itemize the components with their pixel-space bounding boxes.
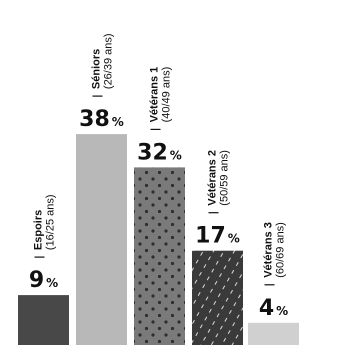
value-label-seniors: 38% [79, 107, 124, 132]
category-label-veterans-1: Vétérans 1 (40/49 ans) [149, 67, 173, 130]
category-name: Vétérans 1 [149, 67, 161, 123]
category-age-range: (60/69 ans) [275, 222, 287, 278]
category-age-range: (40/49 ans) [161, 67, 173, 123]
value-percent-sign: % [276, 304, 288, 318]
value-number: 32 [137, 140, 168, 165]
value-number: 17 [195, 224, 226, 249]
category-name: Séniors [91, 49, 103, 89]
value-label-espoirs: 9% [29, 268, 58, 293]
category-name: Vétérans 3 [263, 222, 275, 278]
bar-veterans-3 [248, 322, 299, 345]
category-age-range: (50/59 ans) [219, 150, 231, 206]
labels-group: 9 % Espoirs (16/25 ans) 38 % Séniors (26/39 ans… [29, 33, 288, 320]
value-number: 38 [79, 107, 110, 132]
value-label-veterans-3: 4% [259, 296, 288, 321]
bar-seniors [76, 134, 127, 345]
category-label-veterans-2: Vétérans 2 (50/59 ans) [207, 150, 231, 214]
value-percent-sign: % [170, 148, 182, 162]
category-name: Espoirs [33, 210, 45, 250]
category-label-veterans-3: Vétérans 3 (60/69 ans) [263, 222, 287, 286]
category-age-range: (26/39 ans) [103, 33, 115, 89]
value-number: 4 [259, 296, 274, 321]
value-percent-sign: % [46, 276, 58, 290]
value-percent-sign: % [112, 115, 124, 129]
category-label-espoirs: Espoirs (16/25 ans) [33, 194, 57, 258]
bar-veterans-1 [134, 167, 185, 345]
category-age-range: (16/25 ans) [45, 194, 57, 250]
category-name: Vétérans 2 [207, 150, 219, 206]
value-number: 9 [29, 268, 44, 293]
bars-group [18, 134, 299, 345]
bar-espoirs [18, 295, 69, 345]
bar-veterans-2 [192, 250, 243, 345]
value-label-veterans-1: 32% [137, 140, 182, 165]
category-label-seniors: Séniors (26/39 ans) [91, 33, 115, 97]
value-percent-sign: % [228, 232, 240, 246]
value-label-veterans-2: 17% [195, 224, 240, 249]
